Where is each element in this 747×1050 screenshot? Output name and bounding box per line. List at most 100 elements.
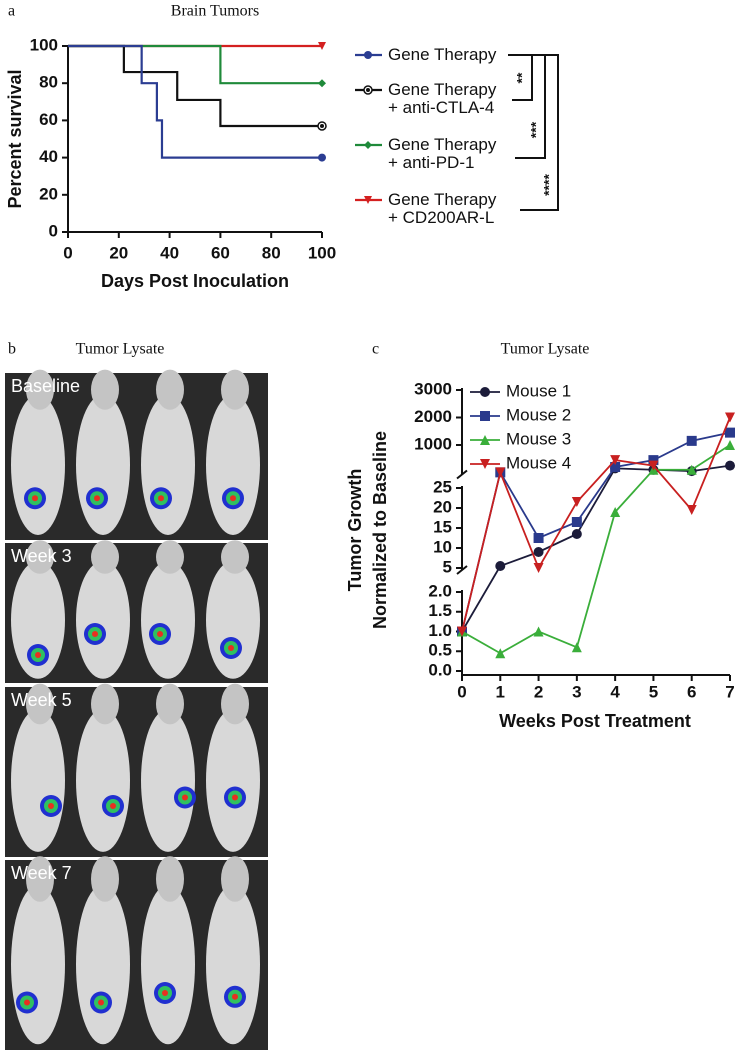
y-tick-label: 60 xyxy=(39,110,58,129)
x-tick-label: 5 xyxy=(649,682,658,701)
signal xyxy=(94,495,100,502)
mouse-head xyxy=(91,540,119,574)
marker xyxy=(725,412,735,423)
marker xyxy=(610,462,621,472)
y-tick-label: 3000 xyxy=(414,379,452,398)
x-tick-label: 2 xyxy=(534,682,543,701)
x-tick-label: 80 xyxy=(262,243,281,262)
legend-label: Mouse 1 xyxy=(506,381,571,400)
y-tick-label: 40 xyxy=(39,147,58,166)
image-title: Tumor Lysate xyxy=(76,341,165,358)
mouse-head xyxy=(156,683,184,725)
mouse xyxy=(206,394,260,535)
marker xyxy=(686,435,697,446)
mouse xyxy=(11,884,65,1045)
y-tick-label: 1.5 xyxy=(428,601,452,620)
mouse xyxy=(11,561,65,679)
marker-dot xyxy=(366,88,370,92)
signal xyxy=(24,999,30,1006)
signal xyxy=(98,999,104,1006)
series-line xyxy=(461,464,731,632)
survival-curve xyxy=(68,44,322,128)
y-tick-label: 0.0 xyxy=(428,660,452,679)
x-tick-label: 0 xyxy=(63,243,72,262)
legend-label: Mouse 4 xyxy=(506,453,571,472)
y-axis-label: Normalized to Baseline xyxy=(370,431,390,629)
x-tick-label: 7 xyxy=(725,682,734,701)
mouse xyxy=(206,709,260,852)
signal xyxy=(182,794,188,801)
marker xyxy=(495,467,506,478)
marker xyxy=(495,648,506,659)
mouse-head xyxy=(221,856,249,902)
panel-label: a xyxy=(8,3,15,20)
marker xyxy=(610,455,621,466)
marker xyxy=(648,460,659,471)
legend-label: Gene Therapy xyxy=(388,45,497,64)
survival-curve xyxy=(68,44,322,85)
marker xyxy=(725,427,735,438)
marker xyxy=(571,517,582,527)
signal xyxy=(232,993,238,1000)
y-tick-label: 0 xyxy=(49,221,58,240)
x-tick-label: 4 xyxy=(610,682,620,701)
chart-title: Tumor Lysate xyxy=(501,341,590,358)
annotation: ** xyxy=(514,72,530,83)
row-label: Week 5 xyxy=(11,690,72,710)
x-tick-label: 100 xyxy=(308,243,336,262)
annotation: *** xyxy=(528,121,544,138)
annotation: **** xyxy=(541,174,557,196)
signal xyxy=(32,495,38,502)
marker xyxy=(686,505,697,515)
signal xyxy=(157,631,163,637)
x-axis-label: Weeks Post Treatment xyxy=(499,711,691,731)
mouse-head xyxy=(26,856,54,902)
marker xyxy=(533,626,544,637)
legend-label: Gene Therapy + CD200AR-L xyxy=(388,190,497,227)
legend-marker xyxy=(480,411,490,421)
mouse xyxy=(76,884,130,1045)
marker xyxy=(533,547,544,557)
survival-curve xyxy=(68,44,322,159)
series-line xyxy=(461,431,731,632)
y-tick-label: 2000 xyxy=(414,407,452,426)
y-tick-label: 25 xyxy=(433,477,452,496)
legend-label: Gene Therapy + anti-CTLA-4 xyxy=(388,80,497,117)
mouse-head xyxy=(26,540,54,574)
legend-marker xyxy=(480,387,490,397)
mouse xyxy=(206,561,260,679)
significance-brackets xyxy=(508,54,559,211)
panel-label: b xyxy=(8,341,16,358)
mouse xyxy=(141,709,195,852)
mouse-head xyxy=(156,540,184,574)
marker xyxy=(318,42,326,50)
mouse xyxy=(141,884,195,1045)
mouse-head xyxy=(156,369,184,410)
image-panel: Baseline Week 3 Week 5 Week 7 xyxy=(5,369,268,1050)
signal xyxy=(230,495,236,502)
y-tick-label: 15 xyxy=(433,517,452,536)
marker xyxy=(648,455,659,466)
x-axis-label: Days Post Inoculation xyxy=(101,271,289,291)
y-tick-label: 20 xyxy=(39,184,58,203)
row-label: Baseline xyxy=(11,376,80,396)
axis-break xyxy=(456,469,468,480)
bracket xyxy=(512,55,533,101)
signal xyxy=(232,794,238,801)
mouse xyxy=(11,709,65,852)
x-tick-label: 0 xyxy=(457,682,466,701)
row-label: Week 7 xyxy=(11,863,72,883)
y-tick-label: 0.5 xyxy=(428,641,452,660)
marker xyxy=(533,533,544,543)
signal xyxy=(110,803,116,809)
mouse xyxy=(11,394,65,535)
marker xyxy=(571,529,582,539)
y-axis-label: Tumor Growth xyxy=(345,469,365,592)
y-tick-label: 5 xyxy=(443,557,452,576)
mouse-head xyxy=(221,369,249,410)
signal xyxy=(158,495,164,502)
y-tick-label: 100 xyxy=(30,35,58,54)
marker xyxy=(533,563,544,573)
marker xyxy=(457,626,467,637)
